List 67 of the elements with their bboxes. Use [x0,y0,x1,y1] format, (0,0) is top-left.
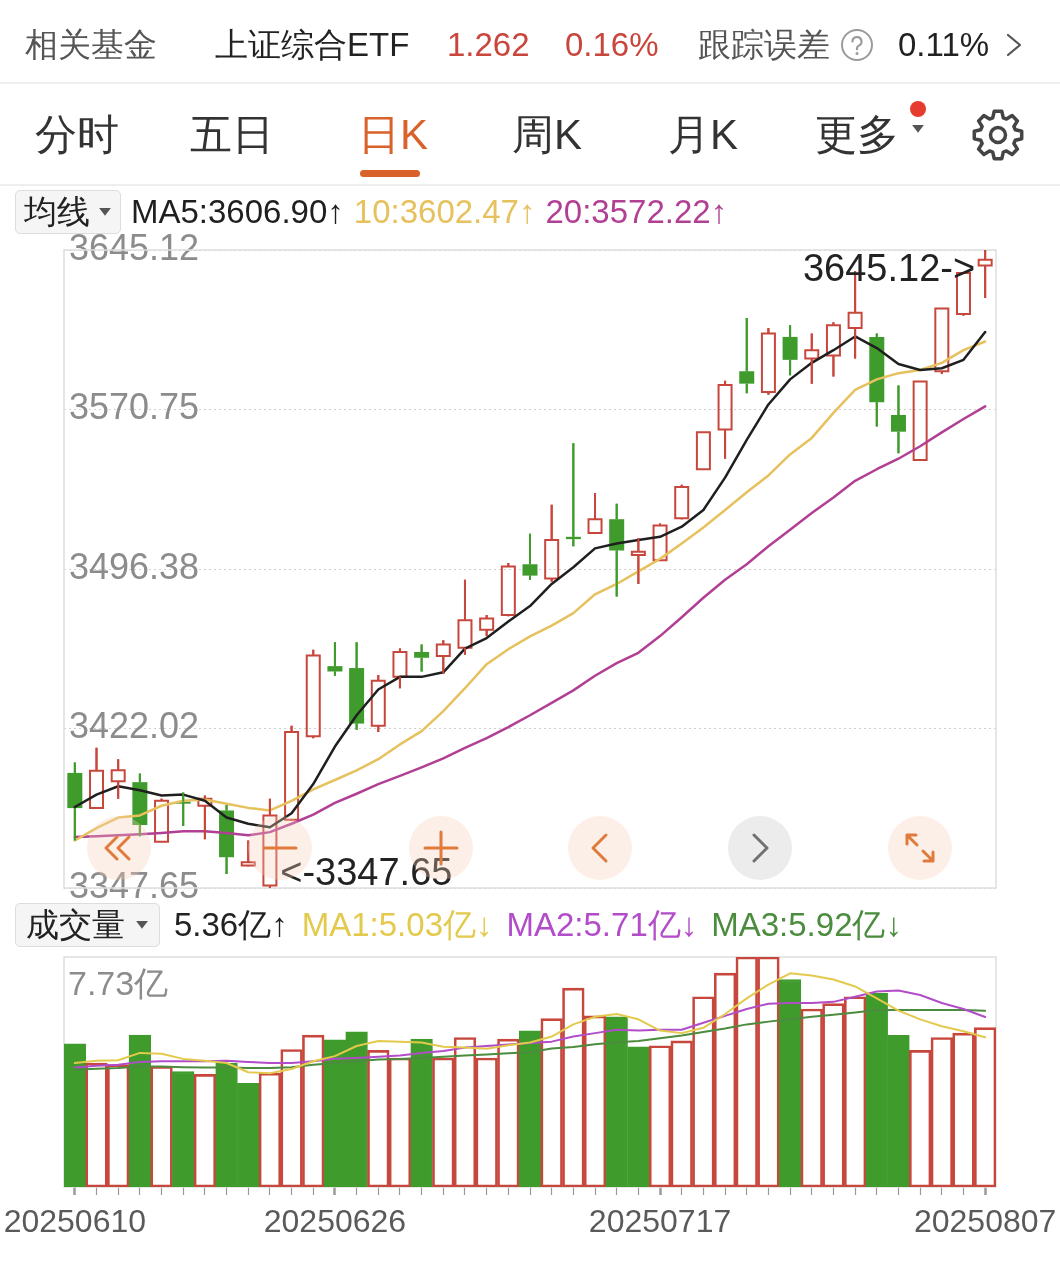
text: 月K [668,110,739,158]
candlestick [695,431,711,471]
x-tick-label: 20250610 [3,1203,147,1240]
text: 跟踪误差 [698,26,830,64]
x-tick-label: 20250626 [263,1203,407,1240]
candlestick [414,643,430,673]
candlestick [717,379,733,460]
text: 0.11% [898,26,990,64]
text: MA1:5.03亿↓ [301,904,493,945]
candlestick [284,724,300,821]
candlestick [197,794,213,841]
y-tick-label: 3347.65 [69,864,200,906]
candlestick [67,761,83,842]
y-tick-label: 3496.38 [69,545,200,587]
text: 更多 [815,110,899,158]
candlestick [977,249,993,300]
x-tick-label: 20250807 [913,1203,1057,1240]
candlestick [370,673,386,733]
y-tick-label: 3570.75 [69,386,200,428]
candlestick [457,578,473,656]
candlestick [435,639,451,675]
annotation: <-3347.65 [280,851,453,893]
text: 20:3572.22↑ [545,193,728,231]
text: 分时 [35,110,119,158]
candlestick [782,324,798,377]
text: 0.16% [565,26,659,64]
candlestick [825,321,841,378]
y-tick-label: 3422.02 [69,705,200,747]
candlestick [500,561,516,617]
candlestick [349,641,365,731]
candlestick [652,522,668,562]
candlestick [760,327,776,396]
candlestick [522,532,538,581]
candlestick [154,797,170,843]
annotation: 7.73亿 [68,964,169,1003]
candlestick [934,307,950,376]
dropdown: 均线 [15,190,121,234]
text: 相关基金 [25,25,157,65]
candlestick [392,647,408,690]
legend-title: 成交量 [26,904,125,945]
candlestick [327,641,343,677]
text: 5.36亿↑ [174,904,288,945]
candlestick [804,332,820,385]
candlestick [912,380,928,462]
text: 日K [358,110,429,158]
annotation: 3645.12-> [802,247,976,290]
candlestick [739,317,755,395]
dropdown: 成交量 [15,903,160,947]
candlestick [890,384,906,455]
text: 10:3602.47↑ [353,193,536,231]
candlestick [609,502,625,598]
candlestick [110,758,126,800]
text: 1.262 [447,26,530,64]
text: 上证综合ETF [215,26,410,64]
candlestick [674,483,690,520]
candlestick [479,614,495,638]
candlestick [630,537,646,585]
candlestick [89,746,105,810]
candlestick [869,332,885,428]
text: 五日 [190,110,274,158]
x-tick-label: 20250717 [588,1203,732,1240]
candlestick [544,503,560,583]
candlestick [240,839,256,867]
text: 周K [512,110,583,158]
text: MA3:5.92亿↓ [711,904,902,945]
text: MA2:5.71亿↓ [506,904,698,945]
candlestick [305,648,321,740]
